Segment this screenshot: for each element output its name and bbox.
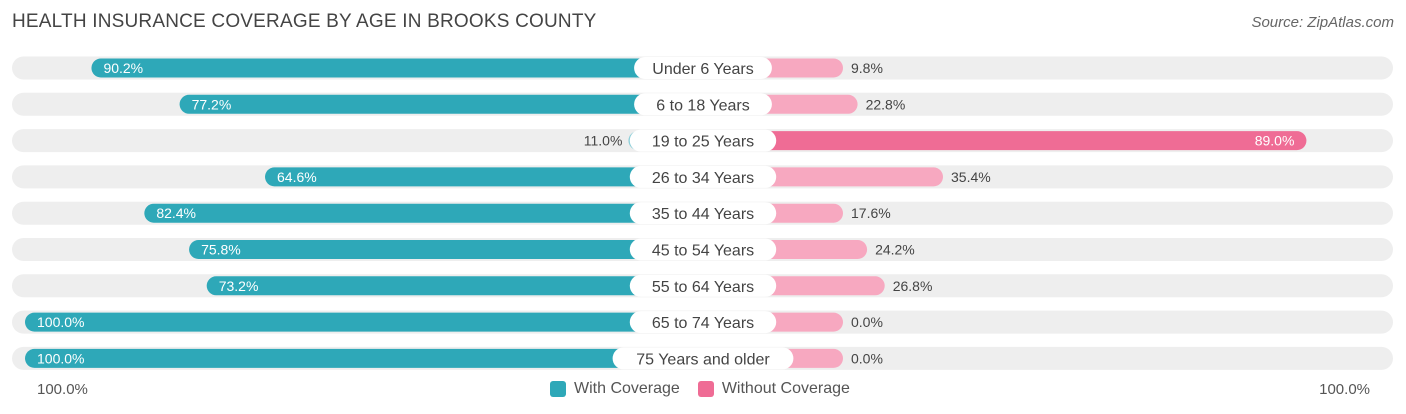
value-label-with: 82.4% bbox=[156, 205, 196, 221]
value-label-without: 0.0% bbox=[851, 350, 883, 366]
value-label-without: 9.8% bbox=[851, 60, 883, 76]
category-label: 26 to 34 Years bbox=[652, 170, 754, 187]
value-label-with: 75.8% bbox=[201, 242, 241, 258]
source-label: Source: ZipAtlas.com bbox=[1251, 14, 1394, 31]
category-pill bbox=[629, 165, 777, 188]
legend-label-with: With Coverage bbox=[574, 380, 680, 397]
category-label: 65 to 74 Years bbox=[652, 315, 754, 332]
category-label: 19 to 25 Years bbox=[652, 134, 754, 151]
category-pill bbox=[629, 311, 777, 334]
bar-with-coverage bbox=[25, 348, 703, 368]
category-pill bbox=[629, 202, 777, 225]
bar-with-coverage bbox=[91, 58, 704, 78]
bar-with-coverage bbox=[189, 240, 704, 259]
bar-without-coverage bbox=[703, 131, 1307, 151]
legend-swatch-without bbox=[697, 381, 714, 397]
value-label-with: 90.2% bbox=[103, 60, 143, 76]
category-pill bbox=[629, 274, 777, 297]
value-label-without: 35.4% bbox=[951, 169, 991, 185]
bar-with-coverage bbox=[25, 312, 703, 332]
value-label-with: 100.0% bbox=[37, 350, 84, 366]
value-label-with: 64.6% bbox=[277, 169, 317, 185]
value-label-with: 77.2% bbox=[192, 96, 232, 112]
category-label: 45 to 54 Years bbox=[652, 243, 754, 260]
category-pill bbox=[629, 129, 777, 152]
category-label: 75 Years and older bbox=[636, 351, 770, 368]
bar-with-coverage bbox=[206, 276, 704, 296]
category-label: Under 6 Years bbox=[652, 61, 753, 78]
axis-left-label: 100.0% bbox=[37, 381, 88, 398]
category-label: 6 to 18 Years bbox=[656, 97, 749, 114]
legend-swatch-with bbox=[550, 381, 566, 397]
value-label-with: 11.0% bbox=[584, 133, 623, 149]
legend-item-without-coverage[interactable]: Without Coverage bbox=[697, 380, 850, 398]
chart-title: HEALTH INSURANCE COVERAGE BY AGE IN BROO… bbox=[12, 11, 597, 32]
category-label: 55 to 64 Years bbox=[652, 279, 754, 296]
bar-with-coverage bbox=[144, 203, 703, 223]
legend-item-with-coverage[interactable]: With Coverage bbox=[550, 380, 680, 398]
value-label-without: 0.0% bbox=[851, 314, 883, 330]
axis-right-label: 100.0% bbox=[1319, 381, 1370, 398]
category-pill bbox=[629, 238, 777, 261]
legend: With Coverage Without Coverage bbox=[550, 380, 868, 398]
value-label-without: 22.8% bbox=[866, 96, 906, 112]
category-pill bbox=[634, 93, 772, 116]
bar-with-coverage bbox=[265, 167, 703, 187]
value-label-with: 100.0% bbox=[37, 314, 84, 330]
value-label-without: 17.6% bbox=[851, 205, 891, 221]
category-pill bbox=[634, 57, 772, 79]
category-label: 35 to 44 Years bbox=[652, 206, 754, 223]
category-pill bbox=[612, 347, 794, 370]
value-label-without: 26.8% bbox=[893, 278, 933, 294]
legend-label-without: Without Coverage bbox=[721, 380, 850, 397]
bar-with-coverage bbox=[179, 94, 704, 114]
value-label-with: 73.2% bbox=[219, 278, 259, 294]
value-label-without: 24.2% bbox=[875, 242, 915, 258]
value-label-without: 89.0% bbox=[1255, 133, 1295, 149]
